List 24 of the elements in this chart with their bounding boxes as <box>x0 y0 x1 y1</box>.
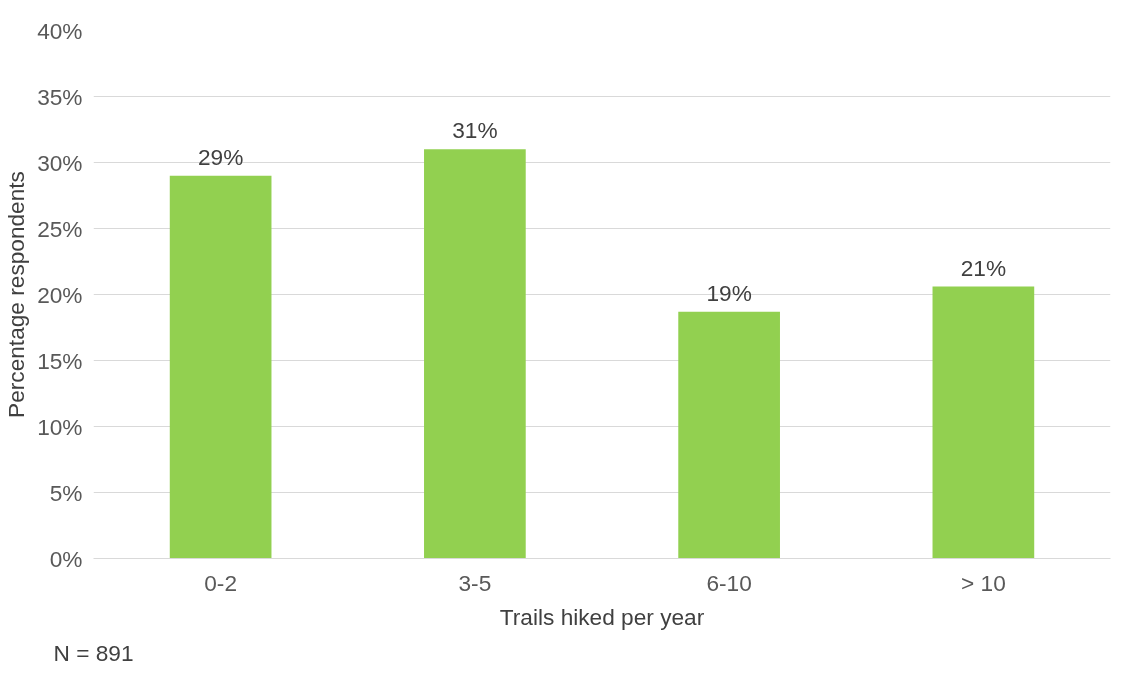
y-tick-label: 30% <box>37 149 83 176</box>
data-label: 21% <box>960 254 1007 281</box>
y-tick-label: 15% <box>37 347 83 374</box>
data-label: 29% <box>197 143 244 170</box>
x-tick-label: 6-10 <box>706 569 752 596</box>
y-tick-label: 0% <box>49 545 83 572</box>
bar <box>678 311 780 559</box>
text: N = 891 <box>53 639 134 666</box>
x-axis-title: Trails hiked per year <box>499 603 705 630</box>
x-tick-label: > 10 <box>961 569 1006 596</box>
data-label: 31% <box>452 117 498 144</box>
y-tick-label: 25% <box>37 215 83 242</box>
x-tick-label: 0-2 <box>204 569 237 596</box>
y-axis-title: Percentage respondents <box>3 171 30 418</box>
y-tick-label: 10% <box>37 413 83 440</box>
bar <box>932 286 1035 559</box>
y-tick-label: 40% <box>37 17 83 44</box>
y-tick-label: 5% <box>49 479 83 506</box>
bar <box>424 149 526 559</box>
data-label: 19% <box>706 279 752 306</box>
x-tick-label: 3-5 <box>458 569 492 596</box>
bar <box>169 175 272 559</box>
y-tick-label: 20% <box>37 281 83 308</box>
y-tick-label: 35% <box>37 83 83 110</box>
